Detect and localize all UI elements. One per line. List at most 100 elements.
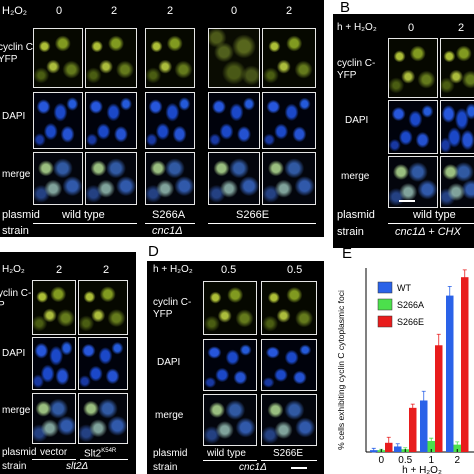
panel-c-row-label-merge: merge bbox=[2, 405, 31, 416]
panel-a-condition-3: 2 bbox=[167, 5, 174, 17]
panel-d-condition-2: 0.5 bbox=[287, 264, 303, 276]
error-bar-s266a-2 bbox=[455, 441, 460, 448]
panel-d-plasmid-2: S266E bbox=[273, 448, 304, 459]
panel-c-condition-2: 2 bbox=[103, 264, 110, 276]
panel-c-plasmid-label: plasmid bbox=[2, 447, 37, 458]
legend-swatch-wt bbox=[377, 281, 393, 294]
panel-a-strain: cnc1Δ bbox=[152, 225, 183, 237]
legend-swatch-s266a bbox=[377, 298, 393, 311]
error-bar-wt-2 bbox=[447, 286, 452, 306]
x-tick-label-0.5: 0.5 bbox=[398, 455, 412, 466]
legend-swatch-s266e bbox=[377, 315, 393, 328]
panel-a-image-merge-2 bbox=[85, 152, 137, 205]
panel-c-image-dapi-2 bbox=[78, 337, 128, 390]
panel-d-strain-label: strain bbox=[153, 462, 178, 473]
panel-d-letter: D bbox=[148, 243, 159, 260]
chart-legend: WT S266A S266E bbox=[377, 281, 424, 328]
panel-b-condition-1: 0 bbox=[408, 22, 415, 34]
bar-s266e-1 bbox=[435, 345, 443, 452]
panel-b-condition-2: 2 bbox=[458, 22, 465, 34]
bar-wt-2 bbox=[446, 295, 454, 452]
panel-b-image-merge-1 bbox=[388, 156, 438, 208]
panel-a-image-yfp-2 bbox=[85, 28, 137, 88]
panel-b-scale-bar bbox=[399, 200, 415, 202]
panel-a-strain-label: strain bbox=[2, 225, 29, 237]
panel-b-row-label-yfp: cyclin C- YFP bbox=[337, 58, 376, 81]
x-tick-label-1: 1 bbox=[428, 455, 434, 466]
panel-a-image-dapi-5 bbox=[262, 92, 316, 149]
panel-b-treatment: h + H₂O₂ bbox=[337, 22, 377, 33]
panel-a-plasmid-2: S266A bbox=[152, 209, 186, 221]
panel-b-plasmid: wild type bbox=[413, 209, 456, 221]
panel-a-row-label-dapi: DAPI bbox=[2, 111, 26, 122]
panel-d-scale-bar bbox=[291, 467, 307, 469]
error-bar-s266e-1 bbox=[436, 333, 441, 357]
panel-c-image-merge-1 bbox=[32, 393, 76, 444]
bar-s266e-0.5 bbox=[409, 407, 417, 452]
panel-c-strain: slt2Δ bbox=[66, 461, 89, 472]
panel-a-plasmid-3: S266E bbox=[236, 209, 270, 221]
panel-a-image-dapi-3 bbox=[145, 92, 195, 149]
error-bar-wt-0.5 bbox=[395, 443, 400, 450]
panel-d-image-merge-1 bbox=[203, 394, 257, 446]
panel-c-row-label-dapi: DAPI bbox=[2, 348, 26, 359]
panel-d-condition-1: 0.5 bbox=[221, 264, 237, 276]
error-bar-s266a-1 bbox=[429, 437, 434, 445]
panel-b-image-dapi-1 bbox=[388, 100, 438, 154]
panel-a-treatment: H₂O₂ bbox=[2, 5, 28, 17]
panel-d-image-yfp-1 bbox=[203, 281, 257, 335]
panel-c-strain-label: strain bbox=[2, 461, 27, 472]
chart-x-axis-label: h + H₂O₂ bbox=[402, 465, 442, 474]
panel-b-strain: cnc1Δ + CHX bbox=[395, 226, 461, 238]
chart-x-ticks: 0 0.5 1 2 bbox=[378, 449, 460, 466]
panel-d-plasmid-underline-1 bbox=[203, 460, 257, 461]
panel-c-plasmid-underline-2 bbox=[80, 459, 128, 460]
panel-a-image-yfp-3 bbox=[145, 28, 195, 88]
panel-c: H₂O₂ 2 2 yclin C- P DAPI merge plasmid v… bbox=[0, 252, 136, 474]
panel-a-plasmid-label: plasmid bbox=[2, 209, 40, 221]
error-bar-wt-0 bbox=[371, 447, 376, 453]
panel-d-row-label-merge: merge bbox=[155, 410, 184, 421]
panel-c-row-label-yfp: yclin C- P bbox=[0, 288, 32, 311]
panel-c-image-dapi-1 bbox=[32, 337, 76, 390]
panel-c-plasmid-2-superscript: K54R bbox=[101, 448, 117, 454]
panel-b-letter: B bbox=[340, 0, 351, 16]
error-bar-s266e-0.5 bbox=[410, 403, 415, 412]
panel-b-row-label-dapi: DAPI bbox=[345, 115, 369, 126]
panel-a-plasmid-underline-2 bbox=[145, 223, 195, 224]
panel-a-plasmid-1: wild type bbox=[62, 209, 105, 221]
error-bar-wt-1 bbox=[421, 390, 426, 411]
bar-s266e-2 bbox=[461, 277, 469, 452]
panel-d-plasmid-label: plasmid bbox=[153, 448, 188, 459]
panel-a: H₂O₂ 0 2 2 0 2 cyclin C- YFP DAPI merge … bbox=[0, 0, 324, 237]
panel-b-plasmid-label: plasmid bbox=[337, 209, 375, 221]
panel-a-image-merge-1 bbox=[33, 152, 83, 205]
panel-d-image-dapi-2 bbox=[261, 339, 317, 391]
panel-d-image-dapi-1 bbox=[203, 339, 257, 391]
panel-c-condition-1: 2 bbox=[56, 264, 63, 276]
panel-b: h + H₂O₂ 0 2 cyclin C- YFP DAPI merge pl… bbox=[333, 14, 474, 248]
panel-a-image-merge-5 bbox=[262, 152, 316, 205]
panel-d-strain: cnc1Δ bbox=[239, 462, 267, 473]
panel-d-plasmid-underline-2 bbox=[261, 460, 317, 461]
panel-b-row-label-merge: merge bbox=[341, 171, 370, 182]
chart-bars bbox=[370, 269, 469, 453]
panel-a-image-merge-3 bbox=[145, 152, 195, 205]
panel-d: h + H₂O₂ 0.5 0.5 cyclin C- YFP DAPI merg… bbox=[147, 261, 324, 474]
panel-c-plasmid-2-name: Slt2 bbox=[84, 448, 102, 460]
panel-d-treatment: h + H₂O₂ bbox=[153, 264, 193, 275]
panel-b-image-yfp-1 bbox=[388, 38, 438, 98]
panel-c-plasmid-2: Slt2K54R bbox=[84, 448, 116, 459]
panel-a-condition-5: 2 bbox=[286, 5, 293, 17]
panel-a-image-yfp-1 bbox=[33, 28, 83, 88]
panel-d-plasmid-1: wild type bbox=[207, 448, 246, 459]
panel-b-plasmid-underline bbox=[388, 223, 474, 224]
panel-b-image-dapi-2 bbox=[440, 100, 474, 154]
panel-c-image-yfp-1 bbox=[32, 280, 76, 335]
panel-a-condition-1: 0 bbox=[56, 5, 63, 17]
bar-s266a-2 bbox=[453, 444, 461, 452]
bar-s266a-1 bbox=[427, 440, 435, 452]
legend-label-s266a: S266A bbox=[397, 300, 424, 310]
panel-d-row-label-dapi: DAPI bbox=[157, 357, 181, 368]
panel-b-image-yfp-2 bbox=[440, 38, 474, 98]
